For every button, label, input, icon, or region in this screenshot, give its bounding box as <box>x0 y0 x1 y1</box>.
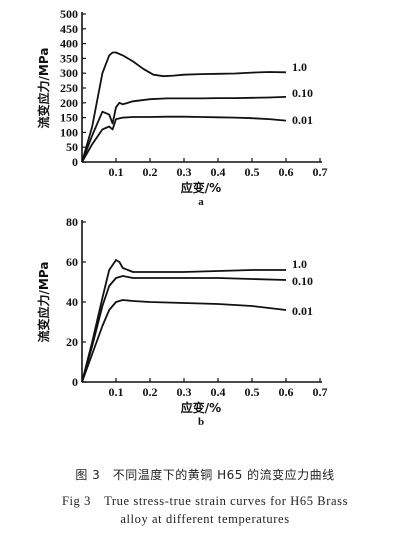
x-tick-label: 0.4 <box>211 165 226 179</box>
y-axis-label: 流变应力/MPa <box>36 48 51 129</box>
y-tick-label: 500 <box>60 7 78 21</box>
y-tick-label: 0 <box>72 155 78 169</box>
y-tick-label: 200 <box>60 96 78 110</box>
y-tick-label: 150 <box>60 111 78 125</box>
y-tick-label: 300 <box>60 66 78 80</box>
y-tick-label: 0 <box>72 375 78 389</box>
x-tick-label: 0.3 <box>177 165 192 179</box>
x-tick-label: 0.1 <box>109 165 124 179</box>
series-label-0.10: 0.10 <box>292 274 313 288</box>
x-tick-label: 0.2 <box>143 385 158 399</box>
series-label-1.0: 1.0 <box>292 60 307 74</box>
y-tick-label: 350 <box>60 51 78 65</box>
series-label-0.01: 0.01 <box>292 304 313 318</box>
panel-label: a <box>198 196 204 208</box>
series-line-0.01 <box>81 115 287 163</box>
y-axis-label: 流变应力/MPa <box>36 262 51 343</box>
x-tick-label: 0.6 <box>279 165 294 179</box>
series-label-1.0: 1.0 <box>292 257 307 271</box>
y-tick-label: 60 <box>66 255 78 269</box>
x-tick-label: 0.2 <box>143 165 158 179</box>
series-label-0.01: 0.01 <box>292 113 313 127</box>
series-line-0.10 <box>81 96 287 163</box>
y-tick-label: 40 <box>66 295 78 309</box>
x-tick-label: 0.6 <box>279 385 294 399</box>
series-line-0.01 <box>81 299 287 383</box>
y-tick-label: 400 <box>60 37 78 51</box>
caption-english-line2: alloy at different temperatures <box>120 512 290 526</box>
x-tick-label: 0.4 <box>211 385 226 399</box>
series-line-0.10 <box>81 275 287 383</box>
x-tick-label: 0.7 <box>313 385 328 399</box>
x-axis-label: 应变/% <box>181 180 221 195</box>
x-tick-label: 0.7 <box>313 165 328 179</box>
x-tick-label: 0.5 <box>245 385 260 399</box>
y-tick-label: 80 <box>66 215 78 229</box>
y-tick-label: 100 <box>60 125 78 139</box>
caption-english-line1: Fig 3 True stress-true strain curves for… <box>61 494 349 508</box>
panel-label: b <box>198 416 204 428</box>
x-axis-label: 应变/% <box>181 400 221 415</box>
series-line-1.0 <box>81 259 286 383</box>
series-label-0.10: 0.10 <box>292 86 313 100</box>
chart-panel-b: 0 20 40 60 80 0.1 0.2 0.3 0.4 0.5 0.6 0.7 流变应力/MPa 应变… <box>36 215 328 428</box>
x-tick-label: 0.3 <box>177 385 192 399</box>
x-tick-label: 0.5 <box>245 165 260 179</box>
series-line-1.0 <box>81 51 287 163</box>
y-tick-label: 50 <box>66 140 78 154</box>
caption-chinese: 图 3 不同温度下的黄铜 H65 的流变应力曲线 <box>75 468 335 482</box>
y-tick-label: 20 <box>66 335 78 349</box>
y-tick-label: 450 <box>60 22 78 36</box>
y-tick-label: 250 <box>60 81 78 95</box>
x-tick-label: 0.1 <box>109 385 124 399</box>
